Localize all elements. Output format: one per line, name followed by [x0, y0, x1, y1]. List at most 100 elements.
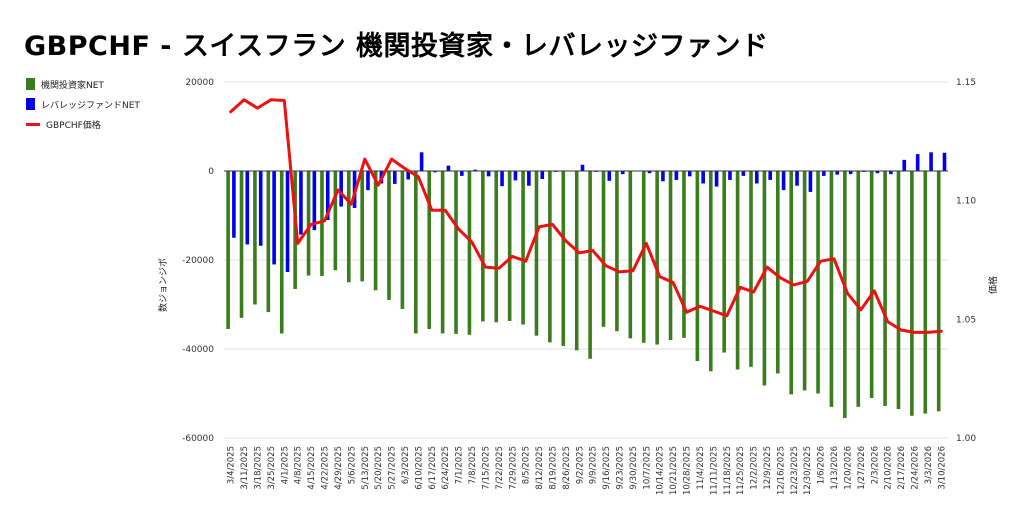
bar-leveraged: [500, 171, 504, 187]
x-tick-label: 7/29/2025: [508, 446, 518, 490]
bar-institutional: [628, 171, 633, 339]
bar-institutional: [507, 171, 512, 321]
bar-leveraged: [647, 171, 652, 174]
bar-leveraged: [942, 152, 947, 171]
x-tick-label: 5/27/2025: [388, 446, 398, 490]
y2-tick-label: 1.15: [956, 78, 976, 88]
x-tick-label: 12/23/2025: [790, 446, 800, 495]
legend-label-institutional: 機関投資家NET: [41, 80, 104, 91]
x-tick-label: 8/19/2025: [549, 446, 559, 490]
bar-leveraged: [312, 171, 317, 231]
bar-leveraged: [285, 171, 290, 273]
bar-institutional: [762, 171, 767, 386]
bar-leveraged: [486, 171, 491, 177]
x-tick-label: 10/28/2025: [683, 446, 693, 495]
bar-institutional: [588, 171, 592, 359]
y-axis-left-label: 数ジョンジポ: [157, 258, 169, 312]
bar-leveraged: [433, 171, 437, 173]
bar-institutional: [467, 171, 472, 335]
bar-institutional: [239, 171, 244, 318]
bar-leveraged: [258, 171, 263, 246]
bar-institutional: [936, 171, 941, 412]
bar-institutional: [414, 171, 418, 334]
bar-institutional: [427, 171, 432, 329]
x-tick-label: 6/17/2025: [428, 446, 438, 490]
x-tick-label: 6/3/2025: [401, 446, 411, 484]
bar-institutional: [601, 171, 606, 327]
bar-institutional: [668, 171, 673, 341]
bar-institutional: [883, 171, 887, 406]
bar-leveraged: [446, 165, 451, 171]
bar-institutional: [869, 171, 874, 398]
bar-institutional: [306, 171, 311, 276]
bar-institutional: [722, 171, 726, 353]
bar-institutional: [253, 171, 257, 305]
bar-institutional: [440, 171, 445, 334]
x-tick-label: 1/27/2026: [857, 446, 867, 490]
x-tick-label: 1/13/2026: [830, 446, 840, 490]
bar-leveraged: [795, 171, 799, 186]
bar-leveraged: [889, 171, 893, 175]
x-tick-label: 11/18/2025: [723, 446, 733, 495]
bar-leveraged: [781, 171, 786, 191]
x-tick-label: 11/11/2025: [709, 446, 719, 495]
x-tick-label: 6/24/2025: [441, 446, 451, 490]
legend: 機関投資家NET レバレッジファンドNET GBPCHF価格: [26, 74, 140, 134]
bar-leveraged: [835, 171, 840, 175]
y2-tick-label: 1.00: [956, 434, 976, 444]
y-axis-right-ticks: 1.15 1.10 1.05 1.00: [956, 78, 976, 444]
bar-institutional: [346, 171, 351, 283]
bar-institutional: [534, 171, 539, 336]
y-tick-label: -20000: [182, 256, 214, 266]
bar-institutional: [226, 171, 230, 329]
x-tick-label: 9/30/2025: [629, 446, 639, 490]
bar-institutional: [548, 171, 552, 343]
bar-leveraged: [741, 171, 746, 176]
bar-leveraged: [768, 171, 772, 180]
y-axis-left-ticks: 20000 0 -20000 -40000 -60000: [182, 78, 214, 444]
x-tick-label: 11/4/2025: [696, 446, 706, 490]
bar-leveraged: [687, 171, 692, 177]
bar-leveraged: [245, 171, 250, 245]
x-tick-label: 8/12/2025: [535, 446, 545, 490]
x-tick-label: 2/17/2026: [897, 446, 907, 490]
x-tick-label: 2/10/2026: [884, 446, 894, 490]
bar-leveraged: [339, 171, 343, 207]
bar-leveraged: [661, 171, 665, 182]
x-tick-label: 9/16/2025: [602, 446, 612, 490]
x-tick-label: 5/20/2025: [374, 446, 384, 490]
bar-leveraged: [754, 171, 759, 184]
x-tick-label: 3/10/2026: [937, 446, 947, 490]
legend-label-price: GBPCHF価格: [46, 120, 101, 131]
bar-institutional: [574, 171, 579, 351]
bar-institutional: [655, 171, 659, 345]
x-tick-label: 8/26/2025: [562, 446, 572, 490]
x-tick-label: 3/18/2025: [254, 446, 264, 490]
bar-leveraged: [822, 171, 826, 176]
bar-institutional: [615, 171, 619, 332]
y2-tick-label: 1.05: [956, 315, 976, 325]
bar-leveraged: [875, 171, 880, 174]
bar-leveraged: [419, 152, 424, 171]
x-tick-label: 4/29/2025: [334, 446, 344, 490]
x-tick-label: 3/11/2025: [240, 446, 250, 490]
legend-swatch-price: [26, 122, 40, 126]
bar-leveraged: [929, 152, 933, 171]
x-tick-label: 12/16/2025: [776, 446, 786, 495]
x-tick-label: 4/1/2025: [280, 446, 290, 484]
x-axis-ticks: 3/4/2025 3/11/2025 3/18/2025 3/25/2025 4/1/2…: [227, 446, 948, 495]
bar-institutional: [776, 171, 780, 374]
bar-institutional: [695, 171, 700, 362]
bar-institutional: [279, 171, 284, 334]
x-tick-label: 4/15/2025: [307, 446, 317, 490]
bar-leveraged: [580, 164, 585, 171]
bar-leveraged: [325, 171, 330, 220]
x-tick-label: 10/14/2025: [656, 446, 666, 495]
y-tick-label: -40000: [182, 345, 214, 355]
legend-item-price: GBPCHF価格: [26, 114, 140, 134]
bar-leveraged: [272, 171, 276, 265]
x-tick-label: 12/30/2025: [803, 446, 813, 495]
legend-item-institutional: 機関投資家NET: [26, 74, 140, 94]
price-line-series: [229, 98, 943, 334]
